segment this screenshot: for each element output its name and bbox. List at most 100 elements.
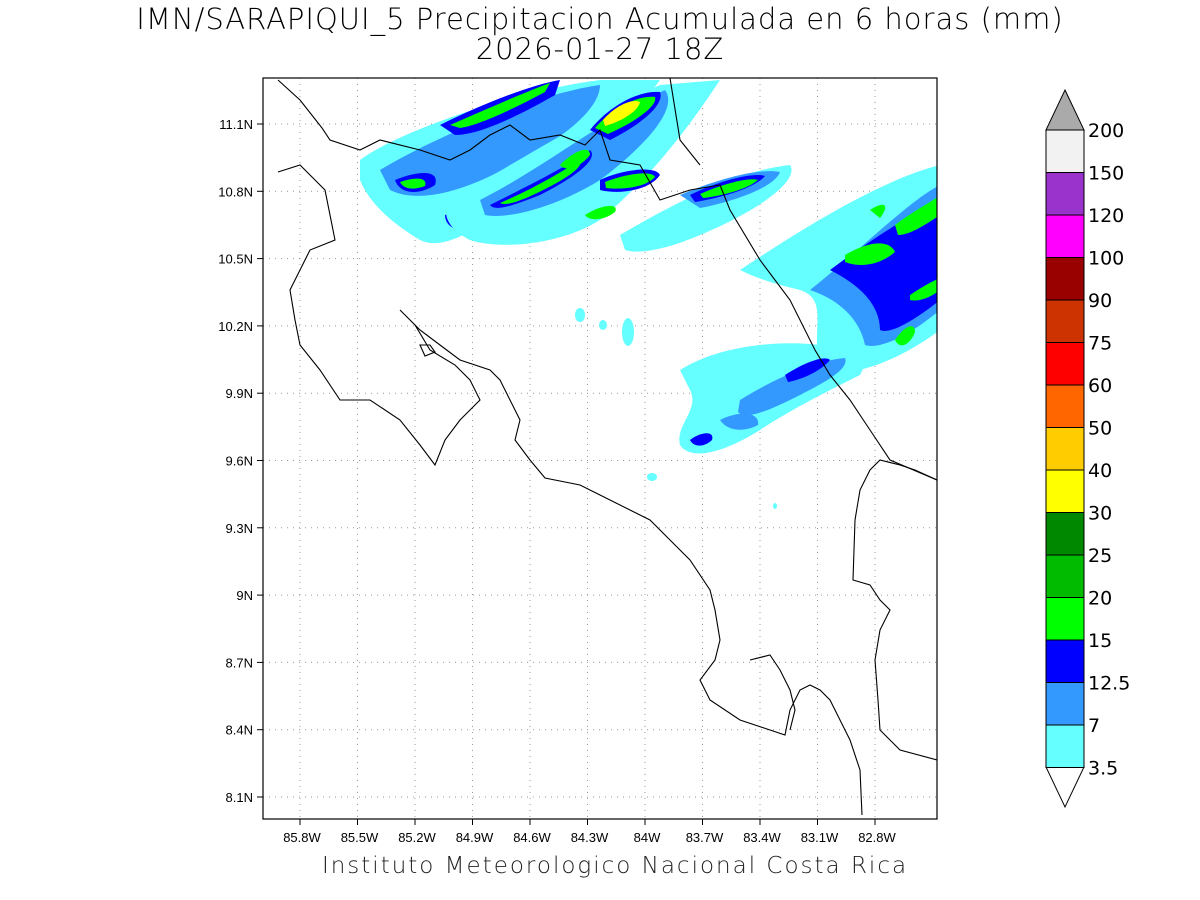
- colorbar-swatch: [1045, 469, 1085, 513]
- colorbar-swatch: [1045, 639, 1085, 683]
- colorbar-top-arrow: [1045, 88, 1085, 131]
- colorbar-swatch: [1045, 724, 1085, 768]
- precip-blue: [690, 433, 713, 446]
- precip-green: [895, 326, 915, 346]
- precip-band-east: [740, 165, 937, 373]
- lat-axis: 11.1N 10.8N 10.5N 10.2N 9.9N 9.6N 9.3N 9N 8.7N 8.…: [218, 117, 263, 805]
- pacific-coast: [277, 164, 863, 816]
- colorbar-swatch: [1045, 172, 1085, 216]
- panama-coast: [852, 459, 937, 761]
- colorbar-label: 40: [1088, 460, 1112, 482]
- lat-tick-label: 10.2N: [218, 319, 253, 334]
- precip-cyan: [647, 473, 657, 481]
- colorbar-swatch: [1045, 257, 1085, 301]
- precip-green: [450, 83, 550, 128]
- precip-cyan: [773, 503, 777, 509]
- lon-tick-label: 83.7W: [686, 830, 724, 845]
- precip-green: [700, 179, 758, 198]
- colorbar-label: 200: [1088, 120, 1124, 142]
- colorbar-swatch: [1045, 342, 1085, 386]
- precip-blue: [490, 150, 592, 208]
- precip-light-blue: [380, 85, 600, 196]
- colorbar-swatch: [1045, 384, 1085, 428]
- precip-small-cells: [575, 308, 777, 509]
- colorbar-label: 20: [1088, 588, 1112, 610]
- colorbar-swatch: [1045, 597, 1085, 641]
- precip-green: [400, 178, 426, 189]
- precip-light-blue: [738, 358, 846, 416]
- precip-band-north-west: [360, 80, 660, 244]
- precip-green: [560, 149, 590, 169]
- colorbar-label: 100: [1088, 248, 1124, 270]
- lat-tick-label: 10.8N: [218, 184, 253, 199]
- precip-green: [500, 160, 581, 204]
- lat-tick-label: 8.7N: [226, 655, 253, 670]
- colorbar-swatch: [1045, 214, 1085, 258]
- island: [419, 344, 436, 357]
- osa-peninsula: [749, 654, 796, 731]
- precip-cyan: [575, 308, 585, 322]
- lat-tick-label: 9.9N: [226, 386, 253, 401]
- map-title: IMN/SARAPIQUI_5 Precipitacion Acumulada …: [136, 2, 1064, 36]
- colorbar-legend: 200 150 120 100 90 75 60 50 40 30 25 20 15 12.5 7 3.5: [1045, 88, 1130, 809]
- colorbar-label: 3.5: [1088, 758, 1118, 780]
- colorbar-bottom-arrow: [1045, 766, 1085, 809]
- colorbar-swatch: [1045, 427, 1085, 471]
- lon-tick-label: 83.4W: [743, 830, 781, 845]
- precip-band-north-center: [446, 80, 720, 245]
- lat-tick-label: 9N: [236, 588, 253, 603]
- precip-green: [910, 279, 937, 301]
- lat-tick-label: 10.5N: [218, 252, 253, 267]
- lon-tick-label: 84.6W: [513, 830, 551, 845]
- precip-green: [585, 205, 616, 220]
- nicaragua-border: [277, 79, 937, 481]
- colorbar-swatch: [1045, 554, 1085, 598]
- colorbar-label: 15: [1088, 630, 1112, 652]
- lon-axis: 85.8W 85.5W 85.2W 84.9W 84.6W 84.3W 84W 83.7W 83…: [283, 819, 897, 845]
- lat-tick-label: 9.6N: [226, 454, 253, 469]
- lon-tick-label: 84W: [634, 830, 661, 845]
- precip-band-central: [679, 343, 863, 454]
- lat-tick-label: 8.4N: [226, 723, 253, 738]
- lon-tick-label: 84.9W: [456, 830, 494, 845]
- colorbar-label: 120: [1088, 205, 1124, 227]
- lat-tick-label: 9.3N: [226, 521, 253, 536]
- credit-text: Instituto Meteorologico Nacional Costa R…: [321, 853, 909, 879]
- colorbar-swatch: [1045, 682, 1085, 726]
- lon-tick-label: 85.2W: [398, 830, 436, 845]
- precip-cyan: [622, 318, 634, 346]
- precip-green: [870, 204, 886, 218]
- lat-tick-label: 11.1N: [219, 117, 253, 132]
- lon-tick-label: 84.3W: [571, 830, 609, 845]
- colorbar-label: 25: [1088, 545, 1112, 567]
- colorbar-swatch: [1045, 512, 1085, 556]
- precip-blue: [785, 358, 830, 382]
- precip-green: [895, 197, 937, 235]
- lon-tick-label: 85.8W: [283, 830, 321, 845]
- colorbar-label: 50: [1088, 418, 1112, 440]
- precip-green: [605, 173, 655, 189]
- coastlines: [277, 78, 937, 816]
- colorbar-swatch: [1045, 299, 1085, 343]
- colorbar-label: 60: [1088, 375, 1112, 397]
- colorbar-label: 12.5: [1088, 673, 1130, 695]
- lon-tick-label: 82.8W: [858, 830, 896, 845]
- colorbar-label: 75: [1088, 333, 1112, 355]
- colorbar-label: 90: [1088, 290, 1112, 312]
- map-datetime: 2026-01-27 18Z: [475, 32, 725, 66]
- lon-tick-label: 83.1W: [801, 830, 839, 845]
- colorbar-label: 30: [1088, 503, 1112, 525]
- lat-tick-label: 8.1N: [226, 790, 253, 805]
- plot-frame: [262, 77, 938, 820]
- precip-green: [845, 243, 895, 265]
- border-segment: [669, 78, 701, 166]
- lon-tick-label: 85.5W: [341, 830, 379, 845]
- colorbar-swatch: [1045, 129, 1085, 173]
- precip-band-north-east: [620, 165, 792, 252]
- colorbar-label: 7: [1088, 715, 1100, 737]
- colorbar-label: 150: [1088, 163, 1124, 185]
- precip-yellow: [603, 100, 640, 126]
- precip-light-blue: [720, 413, 759, 430]
- precip-field: [277, 78, 937, 816]
